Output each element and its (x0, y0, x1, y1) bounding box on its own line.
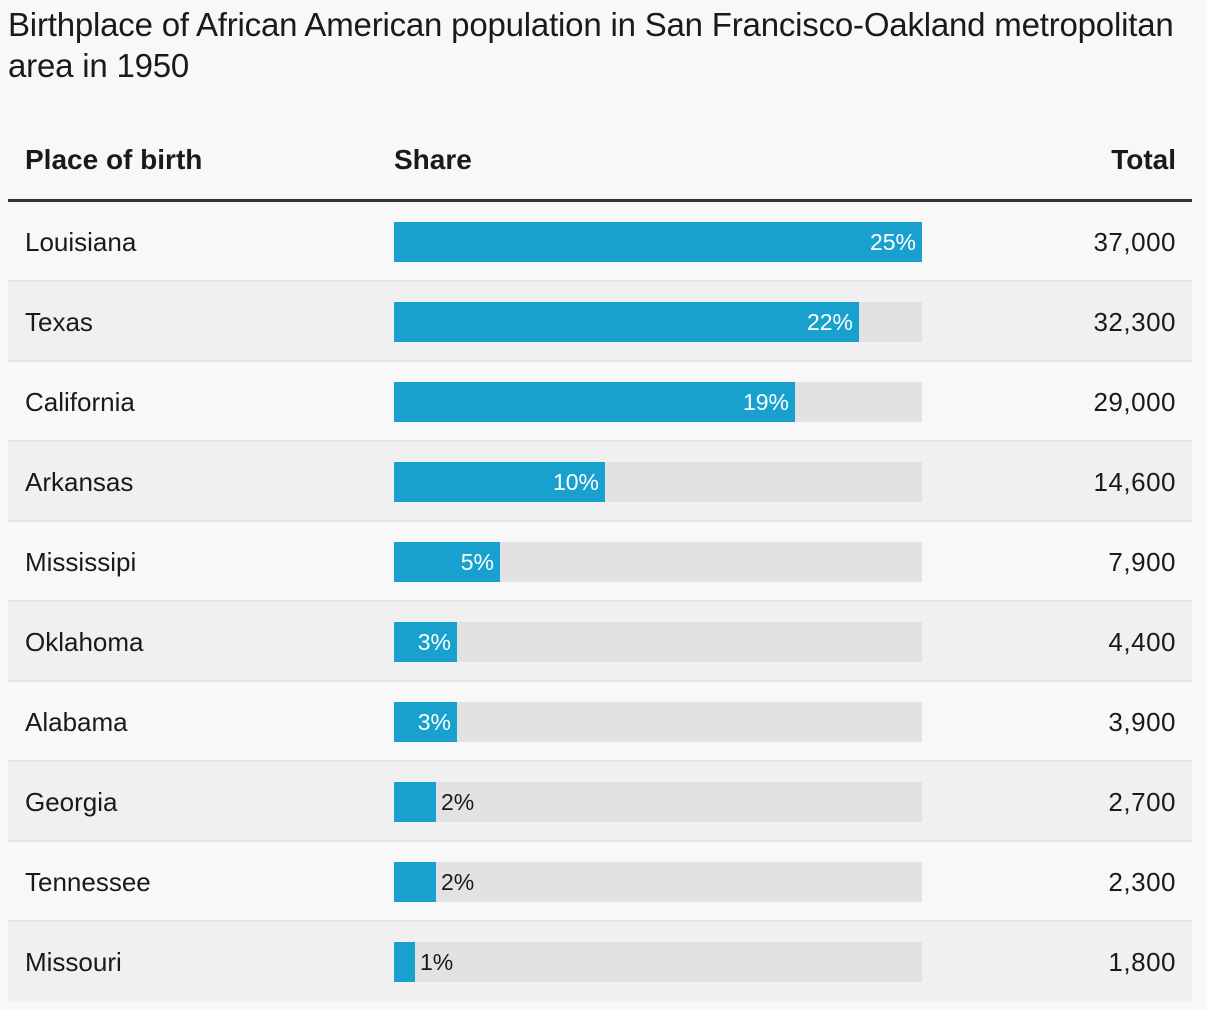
table-row: Texas 22% 32,300 (8, 282, 1192, 362)
share-bar (394, 782, 436, 822)
place-of-birth-cell: Missouri (25, 947, 122, 977)
share-bar-label: 19% (742, 389, 789, 415)
column-header-place: Place of birth (25, 144, 203, 175)
chart-title: Birthplace of African American populatio… (8, 6, 1174, 84)
share-bar (394, 222, 922, 262)
total-cell: 14,600 (1093, 467, 1176, 497)
table-row: Missouri 1% 1,800 (8, 922, 1192, 1002)
share-bar-track: 10% (394, 462, 922, 502)
share-bar-track: 2% (394, 862, 922, 902)
share-bar (394, 942, 415, 982)
data-table: Place of birth Share Total Louisiana 25% 3… (8, 120, 1192, 1002)
column-header-share: Share (394, 144, 472, 175)
total-cell: 2,300 (1108, 867, 1176, 897)
place-of-birth-cell: Texas (25, 307, 93, 337)
table-body: Louisiana 25% 37,000 Texas 22% 32,300 Californ… (8, 202, 1192, 1002)
place-of-birth-cell: Georgia (25, 787, 118, 817)
place-of-birth-cell: Mississipi (25, 547, 137, 577)
share-bar (394, 542, 500, 582)
place-of-birth-cell: Alabama (25, 707, 128, 737)
share-bar-track: 3% (394, 702, 922, 742)
share-bar-label: 3% (417, 709, 451, 735)
place-of-birth-cell: Arkansas (25, 467, 134, 497)
share-bar-label: 25% (869, 229, 916, 255)
table-row: Louisiana 25% 37,000 (8, 202, 1192, 282)
share-bar-track: 3% (394, 622, 922, 662)
table-row: Oklahoma 3% 4,400 (8, 602, 1192, 682)
table-row: Tennessee 2% 2,300 (8, 842, 1192, 922)
table-row: California 19% 29,000 (8, 362, 1192, 442)
total-cell: 7,900 (1108, 547, 1176, 577)
share-bar-track: 25% (394, 222, 922, 262)
share-bar-track: 5% (394, 542, 922, 582)
share-bar (394, 382, 795, 422)
share-bar-label: 5% (460, 549, 494, 575)
place-of-birth-cell: Oklahoma (25, 627, 144, 657)
table-row: Mississipi 5% 7,900 (8, 522, 1192, 602)
share-bar-label: 2% (441, 789, 475, 815)
share-bar (394, 462, 605, 502)
place-of-birth-cell: Tennessee (25, 867, 151, 897)
table-row: Arkansas 10% 14,600 (8, 442, 1192, 522)
share-bar-track: 22% (394, 302, 922, 342)
table-header: Place of birth Share Total (8, 120, 1192, 202)
share-bar (394, 302, 859, 342)
share-bar (394, 622, 457, 662)
total-cell: 32,300 (1093, 307, 1176, 337)
total-cell: 3,900 (1108, 707, 1176, 737)
total-cell: 4,400 (1108, 627, 1176, 657)
total-cell: 1,800 (1108, 947, 1176, 977)
share-bar-track: 2% (394, 782, 922, 822)
share-bar (394, 862, 436, 902)
share-bar-track: 19% (394, 382, 922, 422)
table-row: Alabama 3% 3,900 (8, 682, 1192, 762)
share-bar-label: 1% (420, 949, 454, 975)
place-of-birth-cell: California (25, 387, 135, 417)
share-bar (394, 702, 457, 742)
column-header-total: Total (1111, 144, 1176, 175)
table-row: Georgia 2% 2,700 (8, 762, 1192, 842)
share-bar-track: 1% (394, 942, 922, 982)
share-bar-label: 22% (806, 309, 853, 335)
total-cell: 29,000 (1093, 387, 1176, 417)
share-bar-label: 10% (552, 469, 599, 495)
place-of-birth-cell: Louisiana (25, 227, 137, 257)
total-cell: 37,000 (1093, 227, 1176, 257)
share-bar-label: 3% (417, 629, 451, 655)
total-cell: 2,700 (1108, 787, 1176, 817)
share-bar-label: 2% (441, 869, 475, 895)
